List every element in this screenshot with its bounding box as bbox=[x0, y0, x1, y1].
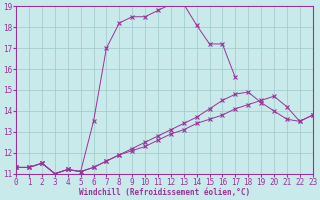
X-axis label: Windchill (Refroidissement éolien,°C): Windchill (Refroidissement éolien,°C) bbox=[79, 188, 250, 197]
